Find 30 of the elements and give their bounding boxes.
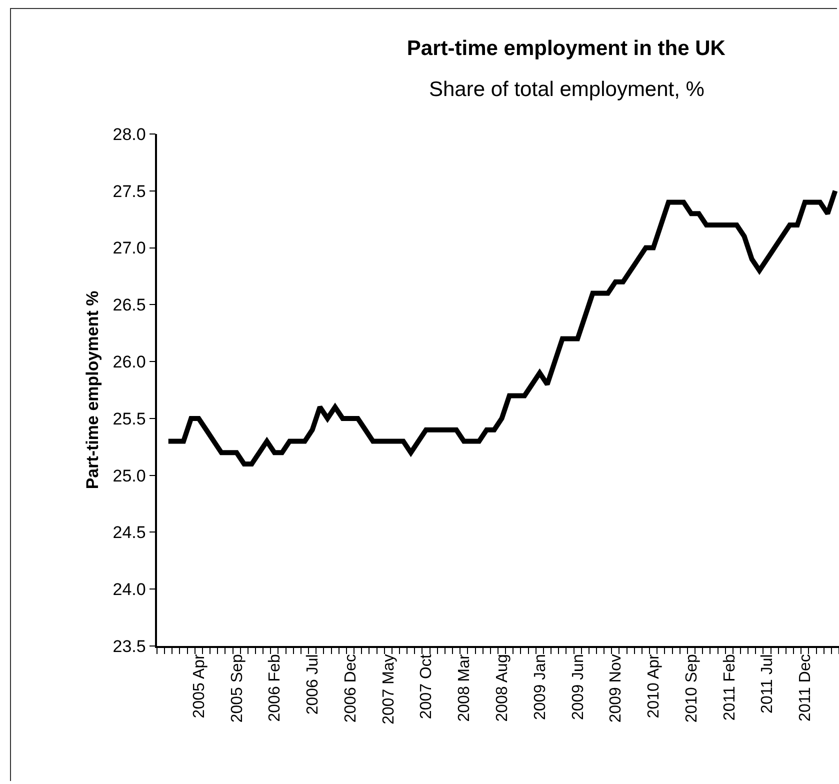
chart-title: Part-time employment in the UK [406,36,726,60]
x-tick-label: 2010 Sep [683,654,700,723]
x-tick-label: 2007 Oct [418,654,436,720]
y-tick-label: 28.0 [112,124,146,144]
y-tick-label: 25.0 [112,466,146,486]
y-tick-label: 27.0 [112,238,146,258]
y-tick-label: 27.5 [112,182,146,201]
x-tick-label: 2009 Jan [532,654,549,720]
x-tick-label: 2006 Dec [342,654,360,723]
x-tick-label: 2008 Mar [456,653,474,722]
x-tick-label: 2009 Jun [570,654,587,720]
x-tick-label: 2010 Apr [646,653,663,718]
x-tick-label: 2009 Nov [608,654,625,723]
chart-subtitle: Share of total employment, % [429,78,704,101]
x-tick-label: 2011 Dec [797,654,814,722]
x-tick-label: 2006 Jul [304,654,322,715]
x-tick-label: 2007 May [380,654,398,724]
x-tick-label: 2005 Apr [190,653,208,718]
y-tick-label: 26.5 [112,296,146,315]
x-tick-label: 2011 Feb [721,654,738,721]
x-tick-label: 2011 Jul [759,654,776,714]
x-tick-label: 2008 Aug [494,654,511,722]
y-tick-label: 24.5 [112,523,146,542]
y-tick-label: 23.5 [112,636,146,656]
y-axis-title: Part-time employment % [82,290,102,490]
y-tick-label: 26.0 [112,352,146,372]
y-tick-label: 24.0 [112,580,146,600]
x-tick-label: 2006 Feb [266,654,284,722]
x-tick-label: 2005 Sep [228,654,246,723]
y-tick-label: 25.5 [112,409,146,428]
